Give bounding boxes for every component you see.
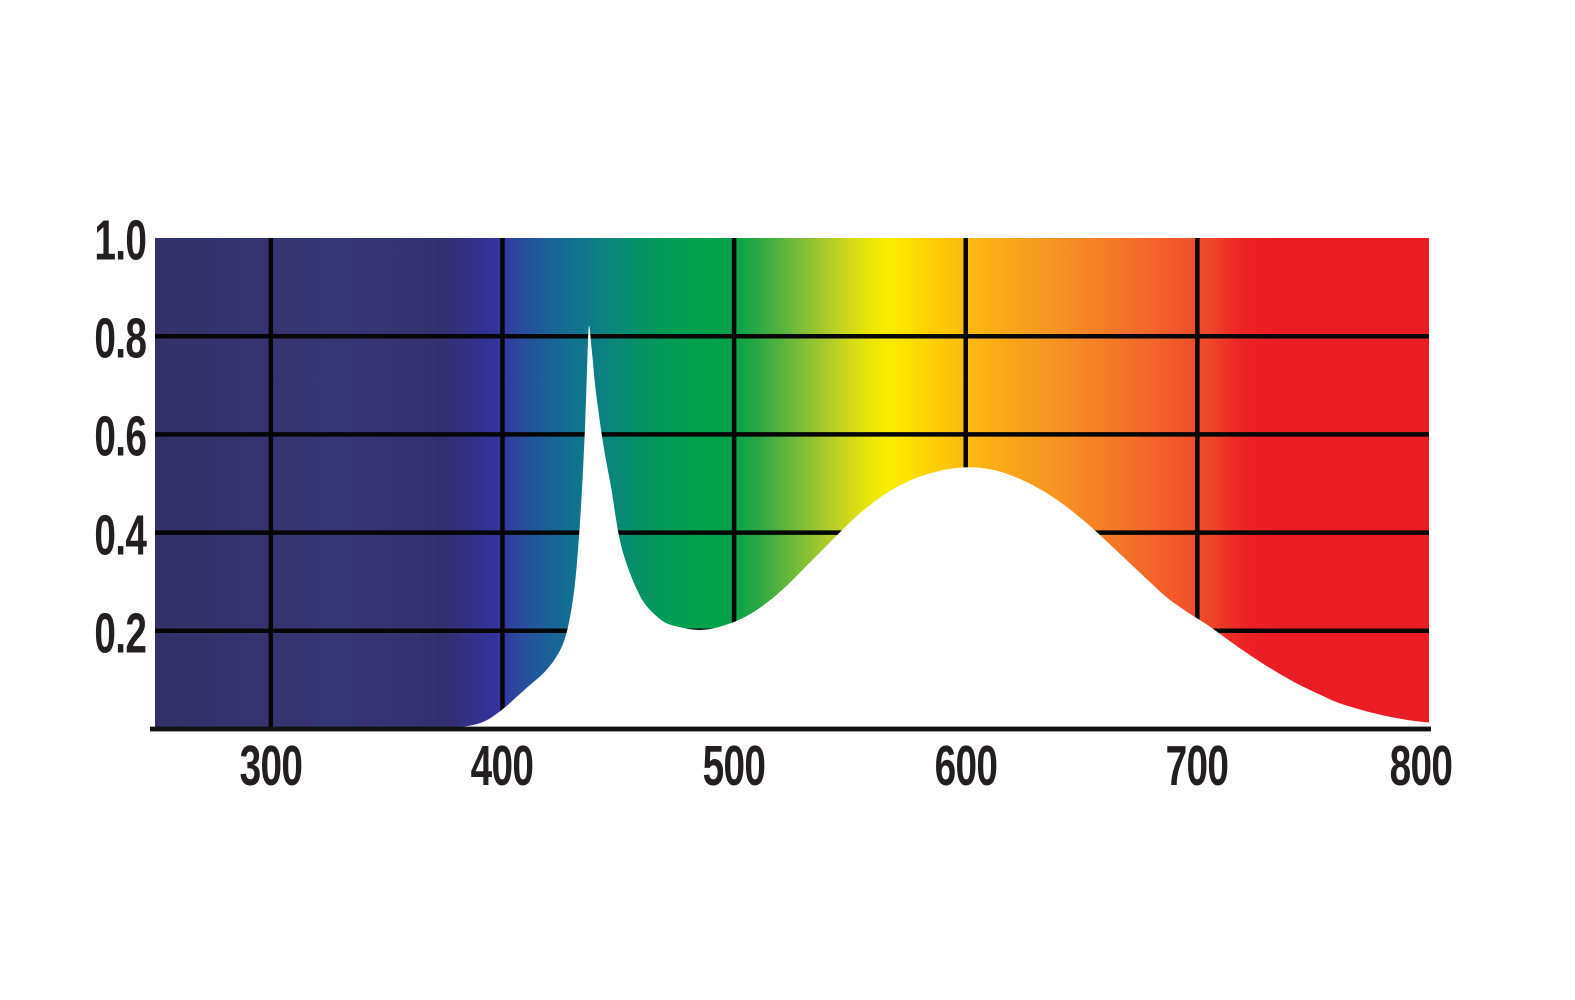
x-tick-label-700: 700 — [1166, 734, 1229, 798]
y-tick-label-0.8: 0.8 — [94, 306, 147, 371]
x-axis-line — [150, 726, 1431, 732]
y-tick-label-1.0: 1.0 — [94, 208, 147, 273]
x-tick-label-400: 400 — [471, 734, 534, 798]
spectral-curve-area — [155, 325, 1429, 732]
x-tick-label-600: 600 — [934, 734, 998, 798]
x-tick-label-800: 800 — [1389, 734, 1453, 798]
y-tick-label-0.4: 0.4 — [94, 503, 147, 568]
x-tick-label-300: 300 — [239, 734, 303, 798]
y-tick-label-0.2: 0.2 — [94, 601, 147, 666]
x-tick-label-500: 500 — [702, 734, 766, 798]
y-tick-label-0.6: 0.6 — [94, 404, 147, 469]
